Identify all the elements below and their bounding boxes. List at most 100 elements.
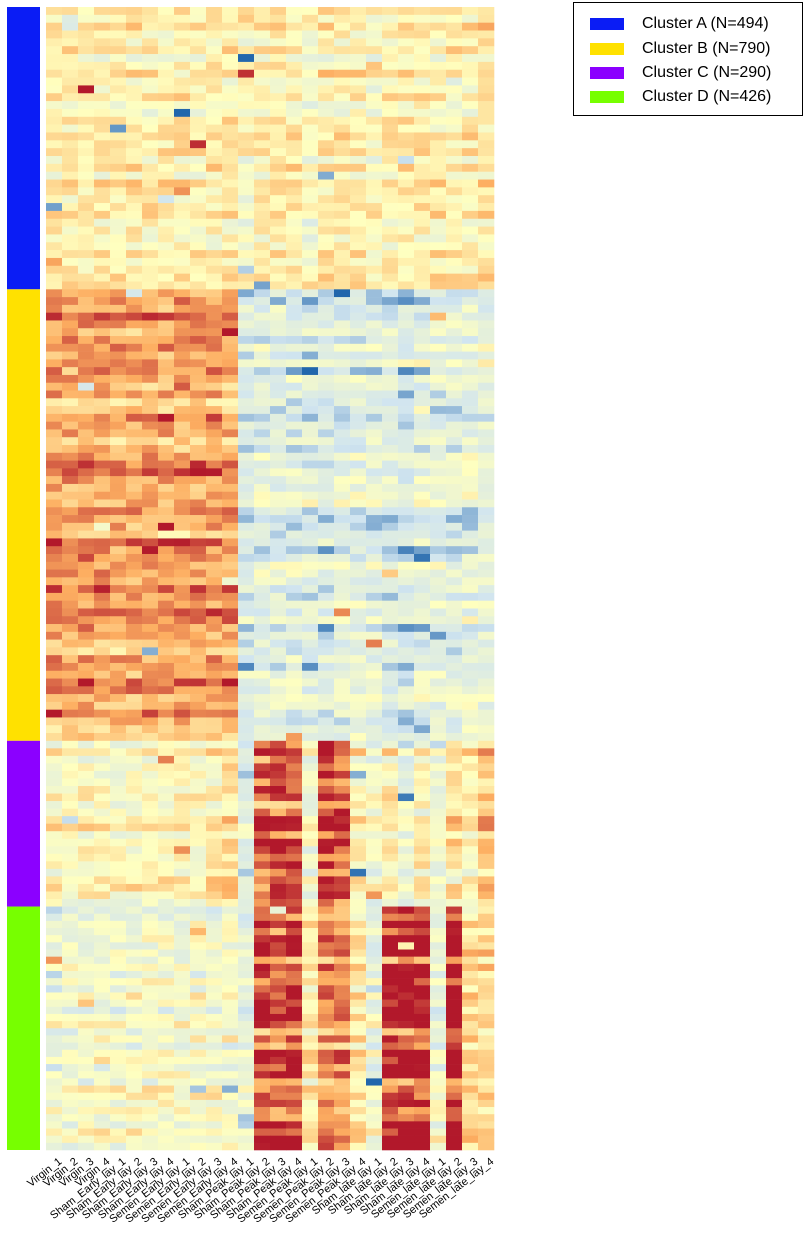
- heatmap-cell: [270, 639, 287, 648]
- heatmap-cell: [318, 1128, 335, 1136]
- heatmap-cell: [382, 108, 399, 118]
- heatmap-cell: [350, 304, 367, 313]
- heatmap-cell: [398, 808, 415, 817]
- heatmap-cell: [286, 992, 303, 1000]
- heatmap-cell: [334, 1078, 351, 1086]
- heatmap-cell: [478, 171, 495, 180]
- heatmap-cell: [318, 999, 335, 1008]
- heatmap-cell: [222, 963, 239, 972]
- heatmap-cell: [446, 507, 463, 516]
- heatmap-cell: [142, 662, 159, 672]
- heatmap-cell: [270, 297, 287, 306]
- heatmap-cell: [158, 891, 175, 900]
- heatmap-cell: [78, 30, 95, 39]
- heatmap-cell: [334, 678, 351, 687]
- heatmap-cell: [158, 831, 175, 840]
- heatmap-cell: [158, 725, 175, 734]
- heatmap-cell: [110, 226, 127, 235]
- heatmap-cell: [142, 970, 159, 979]
- heatmap-cell: [46, 179, 63, 188]
- heatmap-cell: [382, 686, 399, 695]
- heatmap-cell: [190, 234, 207, 243]
- heatmap-cell: [222, 838, 239, 847]
- heatmap-cell: [350, 631, 367, 640]
- heatmap-cell: [286, 755, 303, 764]
- heatmap-cell: [302, 483, 319, 493]
- heatmap-cell: [334, 1142, 351, 1151]
- heatmap-cell: [270, 148, 287, 157]
- heatmap-cell: [254, 406, 271, 415]
- heatmap-cell: [414, 748, 431, 757]
- heatmap-cell: [206, 1114, 223, 1122]
- heatmap-cell: [286, 476, 303, 485]
- heatmap-cell: [382, 1064, 399, 1072]
- heatmap-cell: [158, 61, 175, 71]
- heatmap-cell: [318, 585, 335, 594]
- heatmap-cell: [318, 242, 335, 251]
- heatmap-cell: [62, 328, 79, 337]
- heatmap-cell: [206, 1085, 223, 1094]
- heatmap-cell: [366, 351, 383, 360]
- heatmap-cell: [174, 569, 191, 578]
- heatmap-cell: [334, 483, 351, 493]
- heatmap-cell: [222, 709, 239, 718]
- heatmap-cell: [94, 1035, 111, 1043]
- heatmap-cell: [302, 639, 319, 648]
- heatmap-cell: [158, 156, 175, 165]
- heatmap-cell: [94, 853, 111, 862]
- heatmap-cell: [366, 281, 383, 290]
- heatmap-cell: [238, 569, 255, 578]
- heatmap-cell: [382, 218, 399, 227]
- heatmap-cell: [190, 116, 207, 125]
- heatmap-cell: [414, 54, 431, 63]
- heatmap-cell: [206, 38, 223, 47]
- heatmap-cell: [62, 320, 79, 329]
- heatmap-cell: [174, 421, 191, 430]
- heatmap-cell: [398, 717, 415, 726]
- heatmap-cell: [174, 108, 191, 118]
- heatmap-cell: [462, 928, 479, 936]
- heatmap-cell: [366, 999, 383, 1008]
- heatmap-cell: [206, 891, 223, 900]
- heatmap-cell: [286, 38, 303, 47]
- heatmap-cell: [382, 891, 399, 900]
- heatmap-cell: [286, 61, 303, 71]
- heatmap-cell: [78, 808, 95, 817]
- heatmap-cell: [254, 1135, 271, 1144]
- heatmap-cell: [398, 257, 415, 267]
- heatmap-cell: [110, 382, 127, 391]
- heatmap-cell: [382, 468, 399, 477]
- heatmap-cell: [446, 1013, 463, 1022]
- heatmap-cell: [190, 935, 207, 943]
- heatmap-cell: [318, 920, 335, 929]
- heatmap-cell: [46, 93, 63, 102]
- heatmap-cell: [238, 289, 255, 298]
- heatmap-cell: [190, 1013, 207, 1022]
- heatmap-cell: [350, 1021, 367, 1029]
- heatmap-cell: [430, 77, 447, 86]
- heatmap-cell: [270, 1092, 287, 1101]
- heatmap-cell: [46, 38, 63, 47]
- heatmap-cell: [238, 445, 255, 454]
- heatmap-cell: [62, 846, 79, 855]
- heatmap-cell: [270, 437, 287, 446]
- heatmap-cell: [478, 639, 495, 648]
- heatmap-cell: [238, 1006, 255, 1015]
- heatmap-cell: [238, 978, 255, 986]
- heatmap-cell: [382, 963, 399, 972]
- heatmap-cell: [238, 906, 255, 914]
- heatmap-cell: [78, 883, 95, 892]
- heatmap-cell: [302, 569, 319, 578]
- heatmap-cell: [254, 935, 271, 943]
- heatmap-cell: [110, 600, 127, 609]
- heatmap-cell: [334, 748, 351, 757]
- heatmap-cell: [462, 452, 479, 461]
- heatmap-cell: [366, 499, 383, 508]
- heatmap-cell: [398, 1092, 415, 1101]
- heatmap-cell: [286, 491, 303, 500]
- heatmap-cell: [254, 148, 271, 157]
- heatmap-cell: [334, 281, 351, 290]
- heatmap-cell: [142, 1128, 159, 1136]
- heatmap-cell: [286, 265, 303, 274]
- heatmap-cell: [110, 351, 127, 360]
